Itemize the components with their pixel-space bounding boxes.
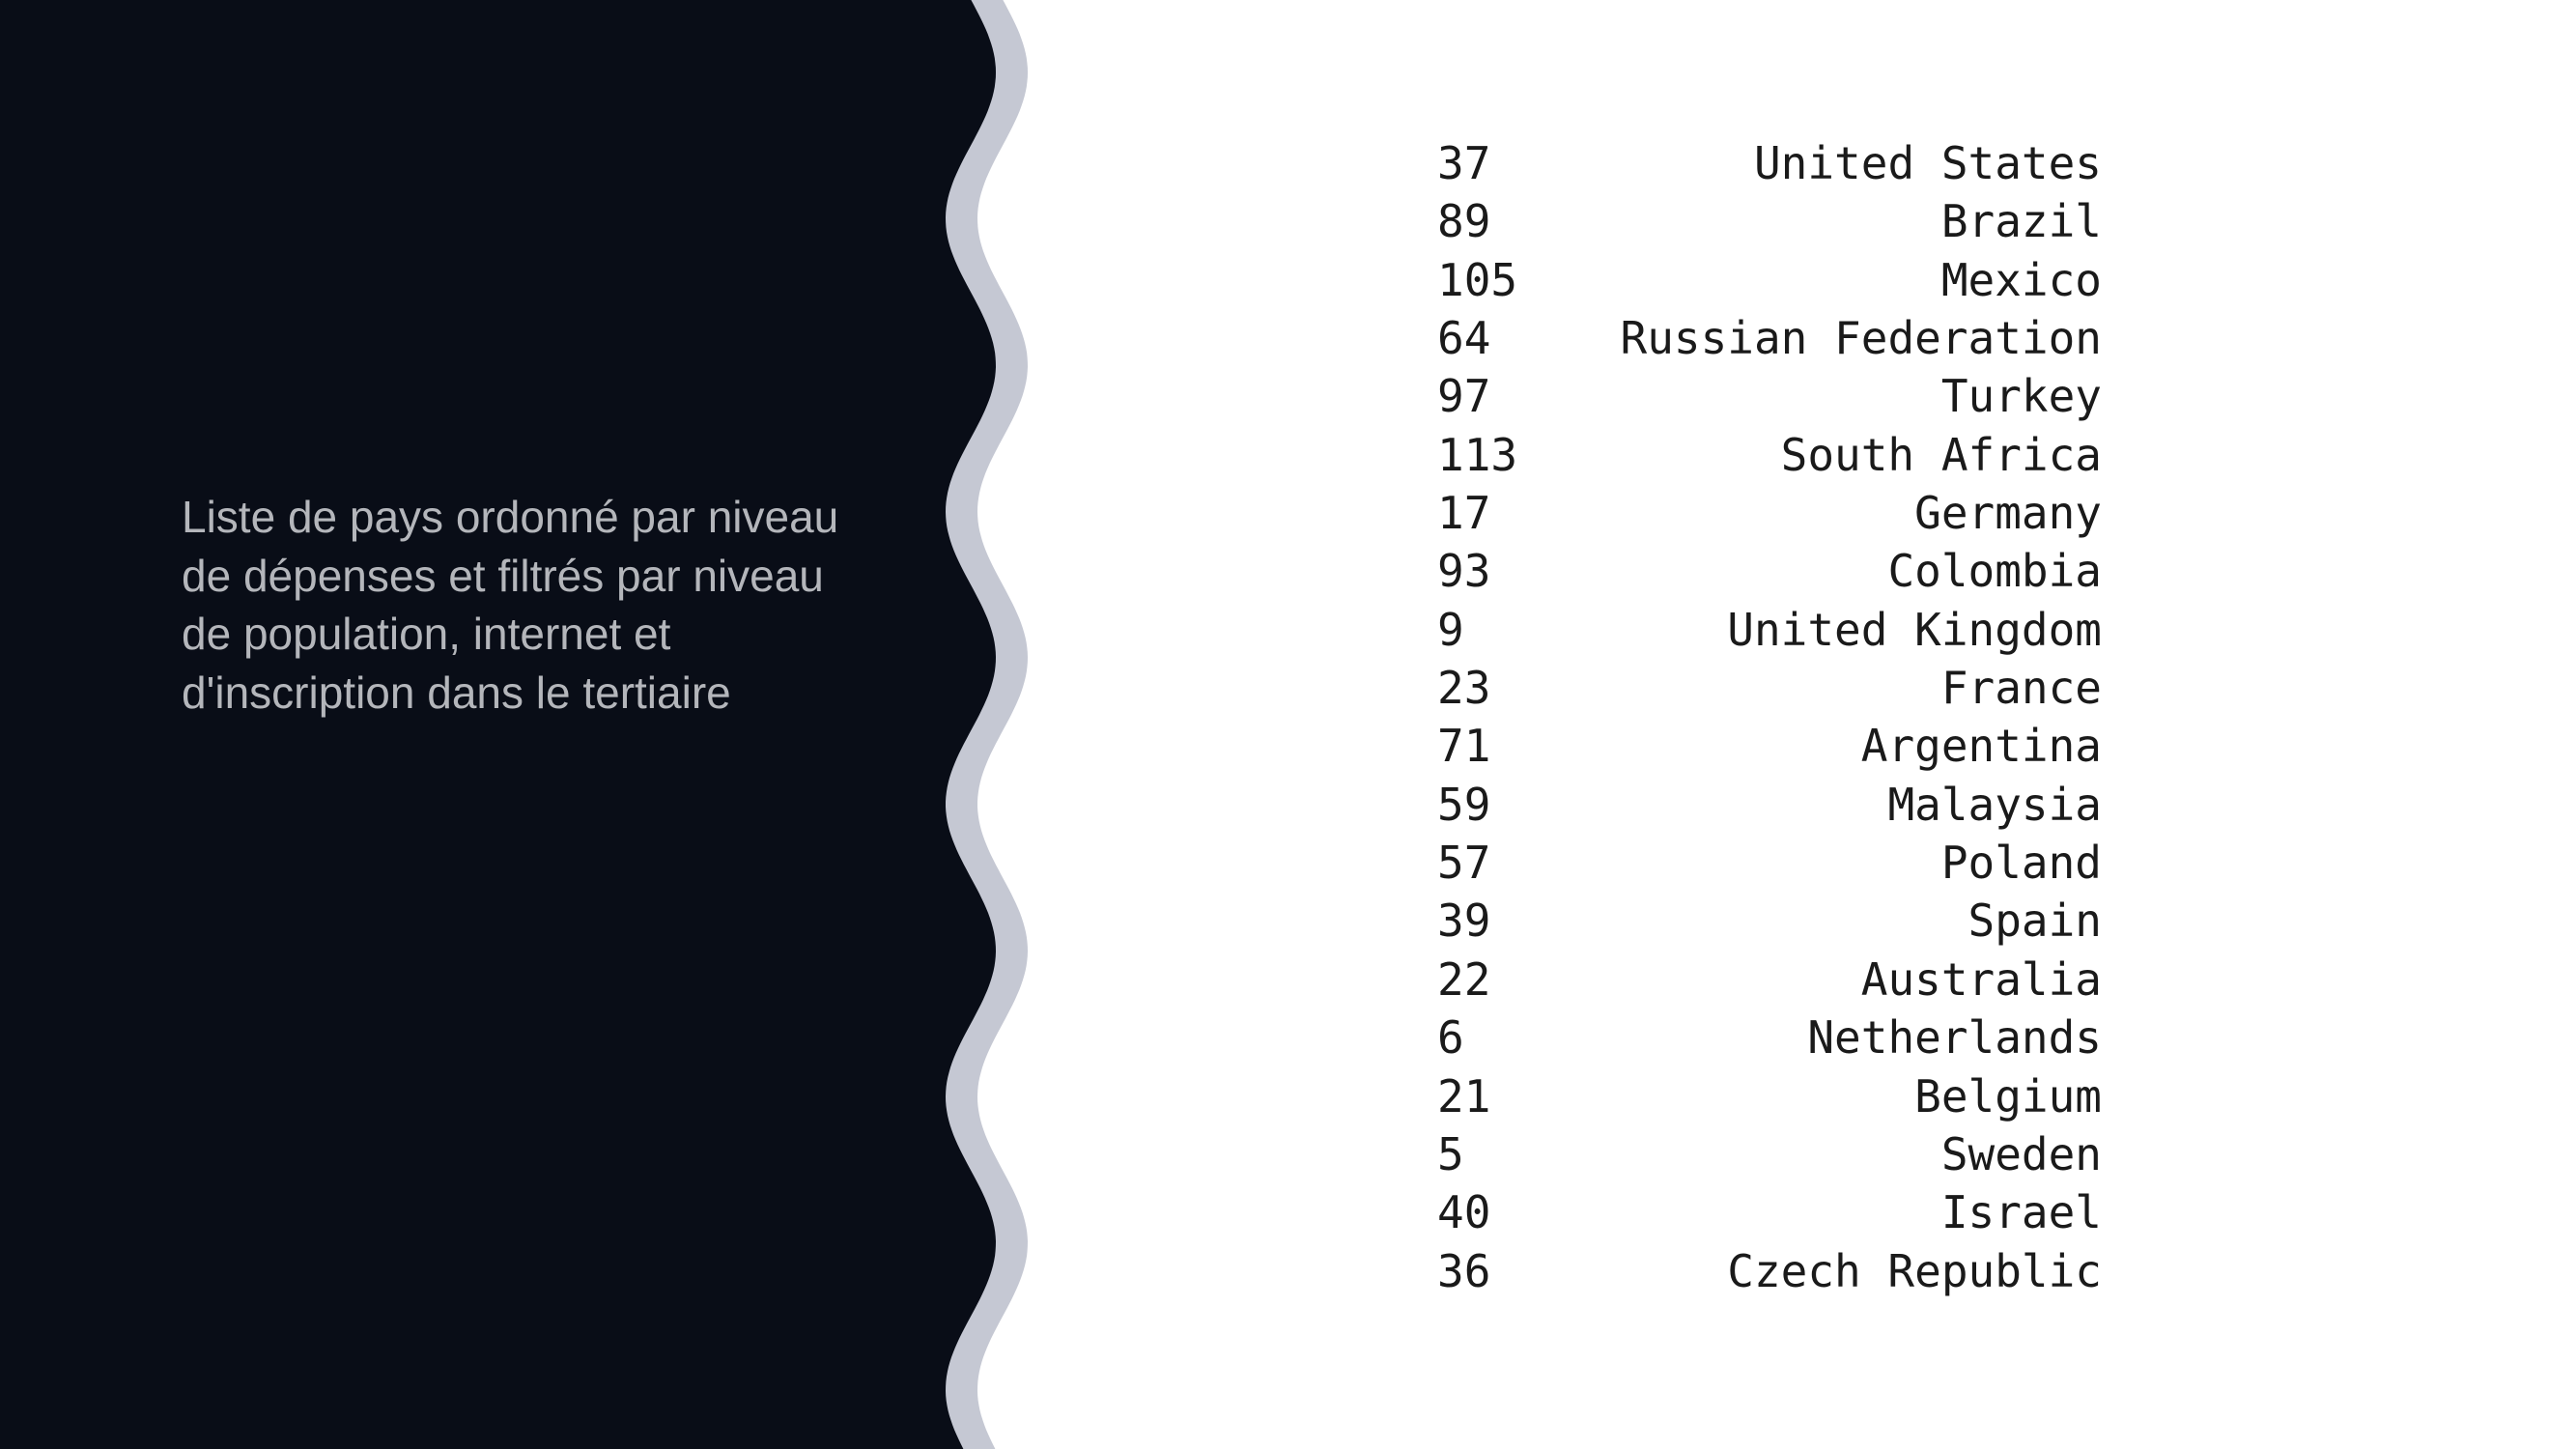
row-country: France: [1940, 662, 2102, 715]
row-index: 40: [1437, 1186, 1491, 1239]
listing-row: 36 Czech Republic: [1437, 1242, 2104, 1300]
row-index: 113: [1437, 428, 1518, 481]
wave-panel: [0, 0, 1028, 1449]
row-country: Germany: [1914, 487, 2102, 540]
listing-row: 89 Brazil: [1437, 192, 2104, 250]
listing-row: 37 United States: [1437, 134, 2104, 192]
listing-row: 17 Germany: [1437, 484, 2104, 542]
dark-panel: [0, 0, 996, 1449]
listing-row: 40 Israel: [1437, 1183, 2104, 1241]
row-index: 5: [1437, 1127, 1464, 1180]
row-index: 6: [1437, 1011, 1464, 1065]
row-index: 64: [1437, 312, 1491, 365]
row-country: Australia: [1860, 952, 2102, 1006]
listing-row: 64 Russian Federation: [1437, 309, 2104, 367]
row-index: 21: [1437, 1069, 1491, 1122]
country-listing: 37 United States 89 Brazil 105 Mexico 64 Russia…: [1437, 134, 2104, 1327]
row-index: 9: [1437, 603, 1464, 656]
listing-row: 105 Mexico: [1437, 251, 2104, 309]
listing-row: 93 Colombia: [1437, 542, 2104, 600]
listing-row: 9 United Kingdom: [1437, 601, 2104, 659]
row-country: United Kingdom: [1727, 603, 2102, 656]
row-country: Belgium: [1914, 1069, 2102, 1122]
listing-row: 23 France: [1437, 659, 2104, 717]
row-index: 23: [1437, 662, 1491, 715]
listing-row: 6 Netherlands: [1437, 1009, 2104, 1066]
row-country: Czech Republic: [1727, 1244, 2102, 1297]
row-country: Russian Federation: [1620, 312, 2103, 365]
row-country: Turkey: [1940, 370, 2102, 423]
listing-row: 71 Argentina: [1437, 717, 2104, 775]
row-index: 71: [1437, 720, 1491, 773]
row-country: Israel: [1940, 1186, 2102, 1239]
listing-row: 5 Sweden: [1437, 1125, 2104, 1183]
row-index: 37: [1437, 137, 1491, 189]
row-index: 89: [1437, 195, 1491, 248]
row-index: 93: [1437, 545, 1491, 598]
row-country: Sweden: [1940, 1127, 2102, 1180]
listing-row: 22 Australia: [1437, 951, 2104, 1009]
listing-row: 59 Malaysia: [1437, 776, 2104, 834]
row-country: Mexico: [1940, 253, 2102, 306]
row-country: United States: [1753, 137, 2102, 189]
row-index: 36: [1437, 1244, 1491, 1297]
row-country: Netherlands: [1807, 1011, 2102, 1065]
row-index: 17: [1437, 487, 1491, 540]
row-country: Brazil: [1940, 195, 2102, 248]
row-country: Malaysia: [1887, 778, 2102, 831]
listing-row: 97 Turkey: [1437, 367, 2104, 425]
row-country: Colombia: [1887, 545, 2102, 598]
listing-row: 113 South Africa: [1437, 426, 2104, 484]
row-country: Poland: [1940, 837, 2102, 890]
row-index: 22: [1437, 952, 1491, 1006]
row-index: 39: [1437, 895, 1491, 948]
row-index: 57: [1437, 837, 1491, 890]
listing-row: 21 Belgium: [1437, 1067, 2104, 1125]
slide-caption: Liste de pays ordonné par niveau de dépe…: [182, 492, 839, 718]
listing-row: 39 Spain: [1437, 892, 2104, 950]
row-country: Spain: [1967, 895, 2102, 948]
row-country: Argentina: [1860, 720, 2102, 773]
row-index: 59: [1437, 778, 1491, 831]
listing-row: 57 Poland: [1437, 834, 2104, 892]
row-index: 97: [1437, 370, 1491, 423]
row-index: 105: [1437, 253, 1518, 306]
row-country: South Africa: [1780, 428, 2102, 481]
